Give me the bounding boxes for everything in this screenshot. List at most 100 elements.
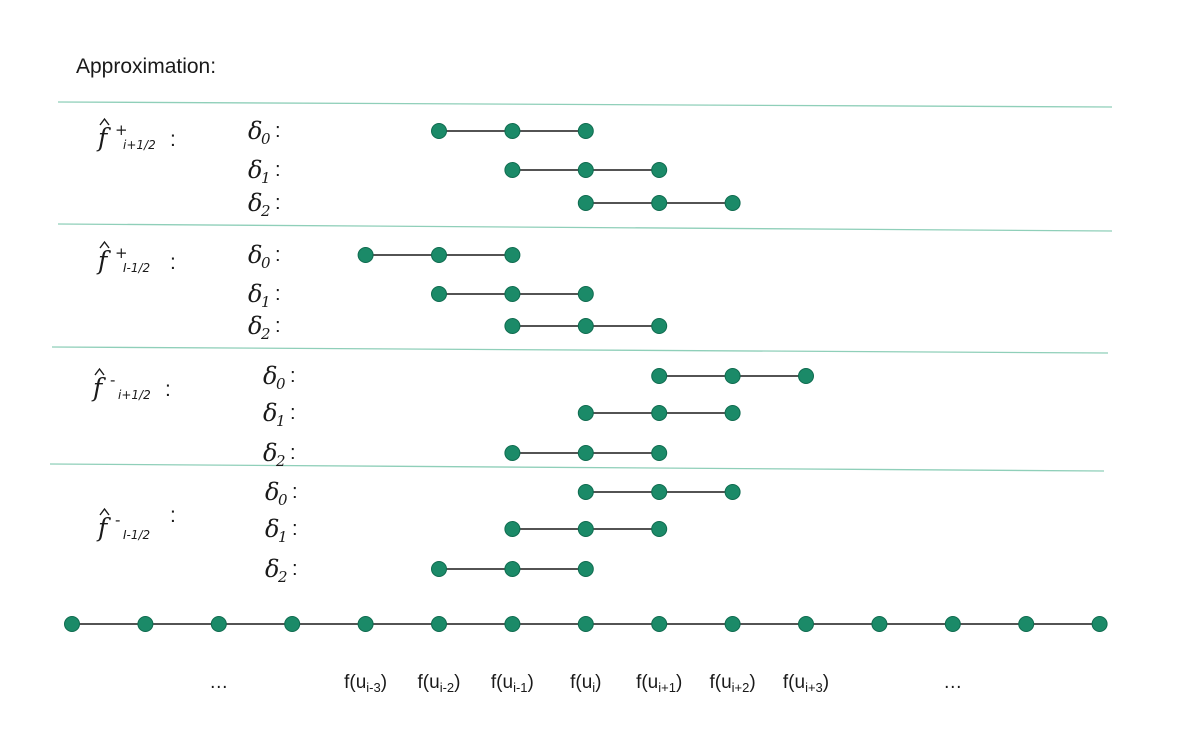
stencil-node — [431, 561, 447, 577]
axis-node — [724, 616, 741, 632]
flux-label: f -i+1/2: — [91, 367, 171, 402]
stencil-row: δ2: — [248, 312, 668, 343]
axis-node — [504, 616, 521, 632]
stencil-delta-symbol: δ — [265, 515, 279, 543]
axis-node-label: … — [209, 672, 228, 693]
stencil-delta-symbol: δ — [263, 439, 277, 467]
stencil-row: δ0: — [248, 117, 594, 148]
axis-label-base: f(u — [344, 672, 366, 693]
flux-label: f -I-1/2: — [96, 504, 176, 542]
stencil-delta-subscript: 0 — [276, 375, 286, 393]
stencil-delta-subscript: 1 — [261, 293, 271, 311]
axis-node-label: … — [943, 672, 962, 693]
axis-node-label: f(ui+2) — [709, 672, 755, 695]
stencil-node — [504, 445, 521, 461]
axis-function-label: f(ui) — [570, 672, 601, 695]
axis-label-close: ) — [676, 672, 682, 693]
stencil-node — [577, 484, 594, 500]
flux-base-symbol: f — [96, 513, 111, 542]
axis-label-subscript: i-3 — [366, 680, 380, 695]
axis-ellipsis: … — [943, 672, 962, 693]
axis-node — [577, 616, 594, 632]
axis-node — [284, 616, 301, 632]
axis-label-base: f(u — [491, 672, 513, 693]
stencil-delta-subscript: 2 — [260, 325, 271, 343]
stencil-delta-subscript: 2 — [277, 568, 288, 586]
axis-function-label: f(ui-1) — [491, 672, 534, 695]
stencil-colon: : — [275, 315, 281, 337]
hat-icon — [99, 507, 110, 516]
axis-label-base: f(u — [418, 672, 440, 693]
stencil-delta-symbol: δ — [248, 117, 262, 145]
stencil-node — [357, 247, 374, 263]
flux-colon: : — [165, 378, 171, 401]
stencil-row: δ0: — [263, 362, 814, 393]
stencil-node — [651, 405, 668, 421]
axis-label-subscript: i-1 — [513, 680, 527, 695]
stencil-node — [651, 318, 668, 334]
axis-label-close: ) — [749, 672, 755, 693]
flux-subscript: i+1/2 — [118, 388, 151, 402]
flux-colon: : — [170, 128, 176, 151]
stencil-node — [651, 195, 668, 211]
stencil-colon: : — [290, 365, 296, 387]
stencil-colon: : — [275, 192, 281, 214]
stencil-node — [504, 162, 521, 178]
stencil-delta-symbol: δ — [248, 189, 262, 217]
stencil-row: δ2: — [248, 189, 741, 220]
stencil-row: δ0: — [265, 478, 741, 509]
axis-node-label: f(ui+1) — [636, 672, 682, 695]
axis-label-base: f(u — [709, 672, 731, 693]
stencil-delta-symbol: δ — [248, 312, 262, 340]
stencil-node — [577, 561, 594, 577]
axis-label-base: f(u — [783, 672, 805, 693]
stencil-row: δ1: — [263, 399, 741, 430]
axis-label-close: ) — [595, 672, 601, 693]
stencil-node — [577, 405, 594, 421]
flux-subscript: i+1/2 — [123, 138, 156, 152]
stencil-node — [504, 521, 521, 537]
stencil-node — [651, 484, 668, 500]
flux-base-symbol: f — [96, 246, 111, 275]
grid-axis — [64, 616, 1108, 632]
stencil-row: δ0: — [248, 241, 521, 272]
stencil-node — [577, 195, 594, 211]
axis-node-label: f(ui) — [570, 672, 601, 695]
stencil-colon: : — [290, 402, 296, 424]
axis-node — [431, 616, 447, 632]
flux-group: f -i+1/2: δ0:δ1:δ2: — [91, 362, 814, 470]
flux-label: f +i+1/2: — [96, 117, 176, 152]
stencil-colon: : — [290, 442, 296, 464]
flux-groups: f +i+1/2: δ0:δ1:δ2:f +I-1/2: δ0:δ1:δ2:f -i+1/… — [91, 117, 814, 586]
axis-node-label: f(ui-2) — [418, 672, 461, 695]
flux-group: f +I-1/2: δ0:δ1:δ2: — [96, 240, 668, 343]
axis-node-label: f(ui-1) — [491, 672, 534, 695]
axis-label-subscript: i+1 — [658, 680, 676, 695]
stencil-node — [504, 561, 521, 577]
stencil-delta-symbol: δ — [248, 280, 262, 308]
axis-function-label: f(ui-3) — [344, 672, 387, 695]
stencil-node — [504, 318, 521, 334]
axis-function-label: f(ui+3) — [783, 672, 829, 695]
group-separator-line — [57, 223, 1113, 232]
axis-ellipsis: … — [209, 672, 228, 693]
axis-node — [64, 616, 80, 632]
stencil-node — [577, 286, 594, 302]
stencil-node — [577, 123, 594, 139]
stencil-colon: : — [275, 159, 281, 181]
stencil-colon: : — [292, 558, 298, 580]
group-separator-line — [49, 463, 1105, 472]
stencil-node — [651, 162, 668, 178]
axis-node — [871, 616, 888, 632]
stencil-colon: : — [275, 120, 281, 142]
grid-axis-labels: … f(ui-3) f(ui-2) f(ui-1) f(ui) f(ui+1) f(ui+2… — [209, 672, 962, 695]
stencil-node — [651, 445, 668, 461]
axis-node — [210, 616, 227, 632]
stencil-node — [724, 368, 741, 384]
flux-subscript: I-1/2 — [123, 261, 150, 275]
axis-label-close: ) — [823, 672, 829, 693]
stencil-node — [577, 445, 594, 461]
stencil-node — [724, 405, 741, 421]
stencil-node — [798, 368, 814, 384]
axis-node — [1091, 616, 1108, 632]
